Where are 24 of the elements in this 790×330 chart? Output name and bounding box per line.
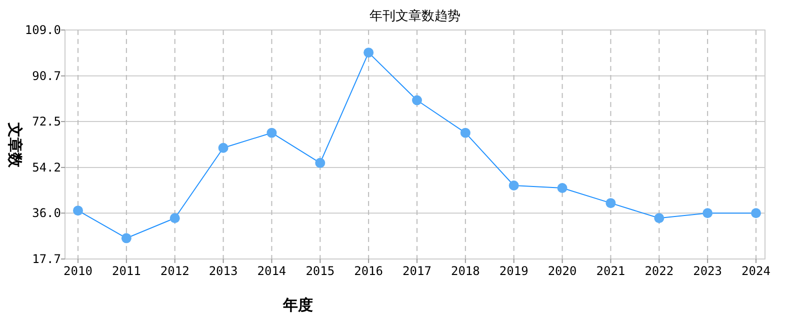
x-tick-label: 2015 [306, 264, 335, 278]
x-tick-label: 2010 [64, 264, 92, 278]
y-tick-label: 17.7 [32, 252, 61, 266]
x-tick-label: 2011 [112, 264, 141, 278]
y-tick-label: 72.5 [32, 114, 61, 129]
x-tick-label: 2016 [354, 264, 384, 278]
y-tick-label: 36.0 [32, 206, 61, 220]
y-tick-label: 54.2 [32, 160, 61, 174]
x-tick-label: 2020 [548, 264, 577, 278]
x-tick-label: 2022 [644, 264, 674, 278]
x-tick-label: 2018 [450, 264, 480, 278]
y-tick-label: 90.7 [32, 68, 61, 83]
x-tick-label: 2013 [208, 264, 238, 278]
x-tick-label: 2019 [499, 264, 528, 278]
x-tick-label: 2017 [402, 264, 432, 278]
x-axis-title: 年度 [282, 296, 313, 314]
x-tick-label: 2021 [596, 264, 626, 278]
x-tick-label: 2024 [742, 264, 770, 278]
y-tick-label: 109.0 [24, 23, 61, 37]
y-axis-title: 文章数 [6, 122, 24, 168]
x-tick-label: 2012 [160, 264, 190, 278]
x-tick-label: 2023 [693, 264, 722, 278]
chart-title: 年刊文章数趋势 [370, 9, 460, 24]
x-tick-label: 2014 [257, 264, 286, 278]
